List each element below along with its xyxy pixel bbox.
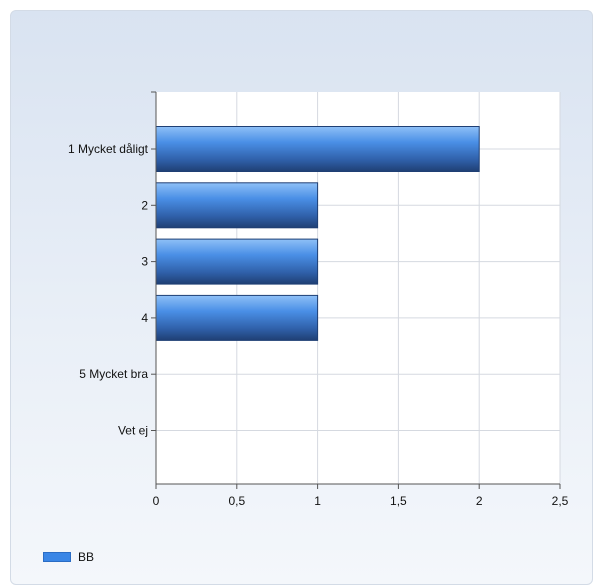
category-label: 4 bbox=[141, 311, 148, 325]
x-tick-label: 1,5 bbox=[390, 494, 407, 508]
category-label: Vet ej bbox=[118, 424, 148, 438]
bar bbox=[155, 182, 319, 229]
bar bbox=[155, 126, 480, 172]
category-labels: 1 Mycket dåligt 2 3 4 5 Mycket bra Vet ej bbox=[68, 142, 149, 438]
bar bbox=[155, 294, 319, 341]
legend-swatch bbox=[43, 552, 71, 562]
x-tick-labels: 0 0,5 1 1,5 2 2,5 bbox=[153, 494, 569, 508]
x-tick-label: 0,5 bbox=[228, 494, 245, 508]
bars bbox=[155, 126, 480, 341]
x-tick-label: 1 bbox=[314, 494, 321, 508]
x-tick-label: 0 bbox=[153, 494, 160, 508]
legend-label: BB bbox=[78, 550, 95, 564]
category-label: 2 bbox=[141, 198, 148, 212]
bar bbox=[155, 238, 319, 285]
category-label: 5 Mycket bra bbox=[79, 367, 148, 381]
x-tick-label: 2 bbox=[476, 494, 483, 508]
category-label: 1 Mycket dåligt bbox=[68, 142, 149, 156]
category-label: 3 bbox=[141, 255, 148, 269]
legend: BB bbox=[43, 550, 94, 564]
axes bbox=[151, 91, 561, 489]
x-tick-label: 2,5 bbox=[552, 494, 569, 508]
